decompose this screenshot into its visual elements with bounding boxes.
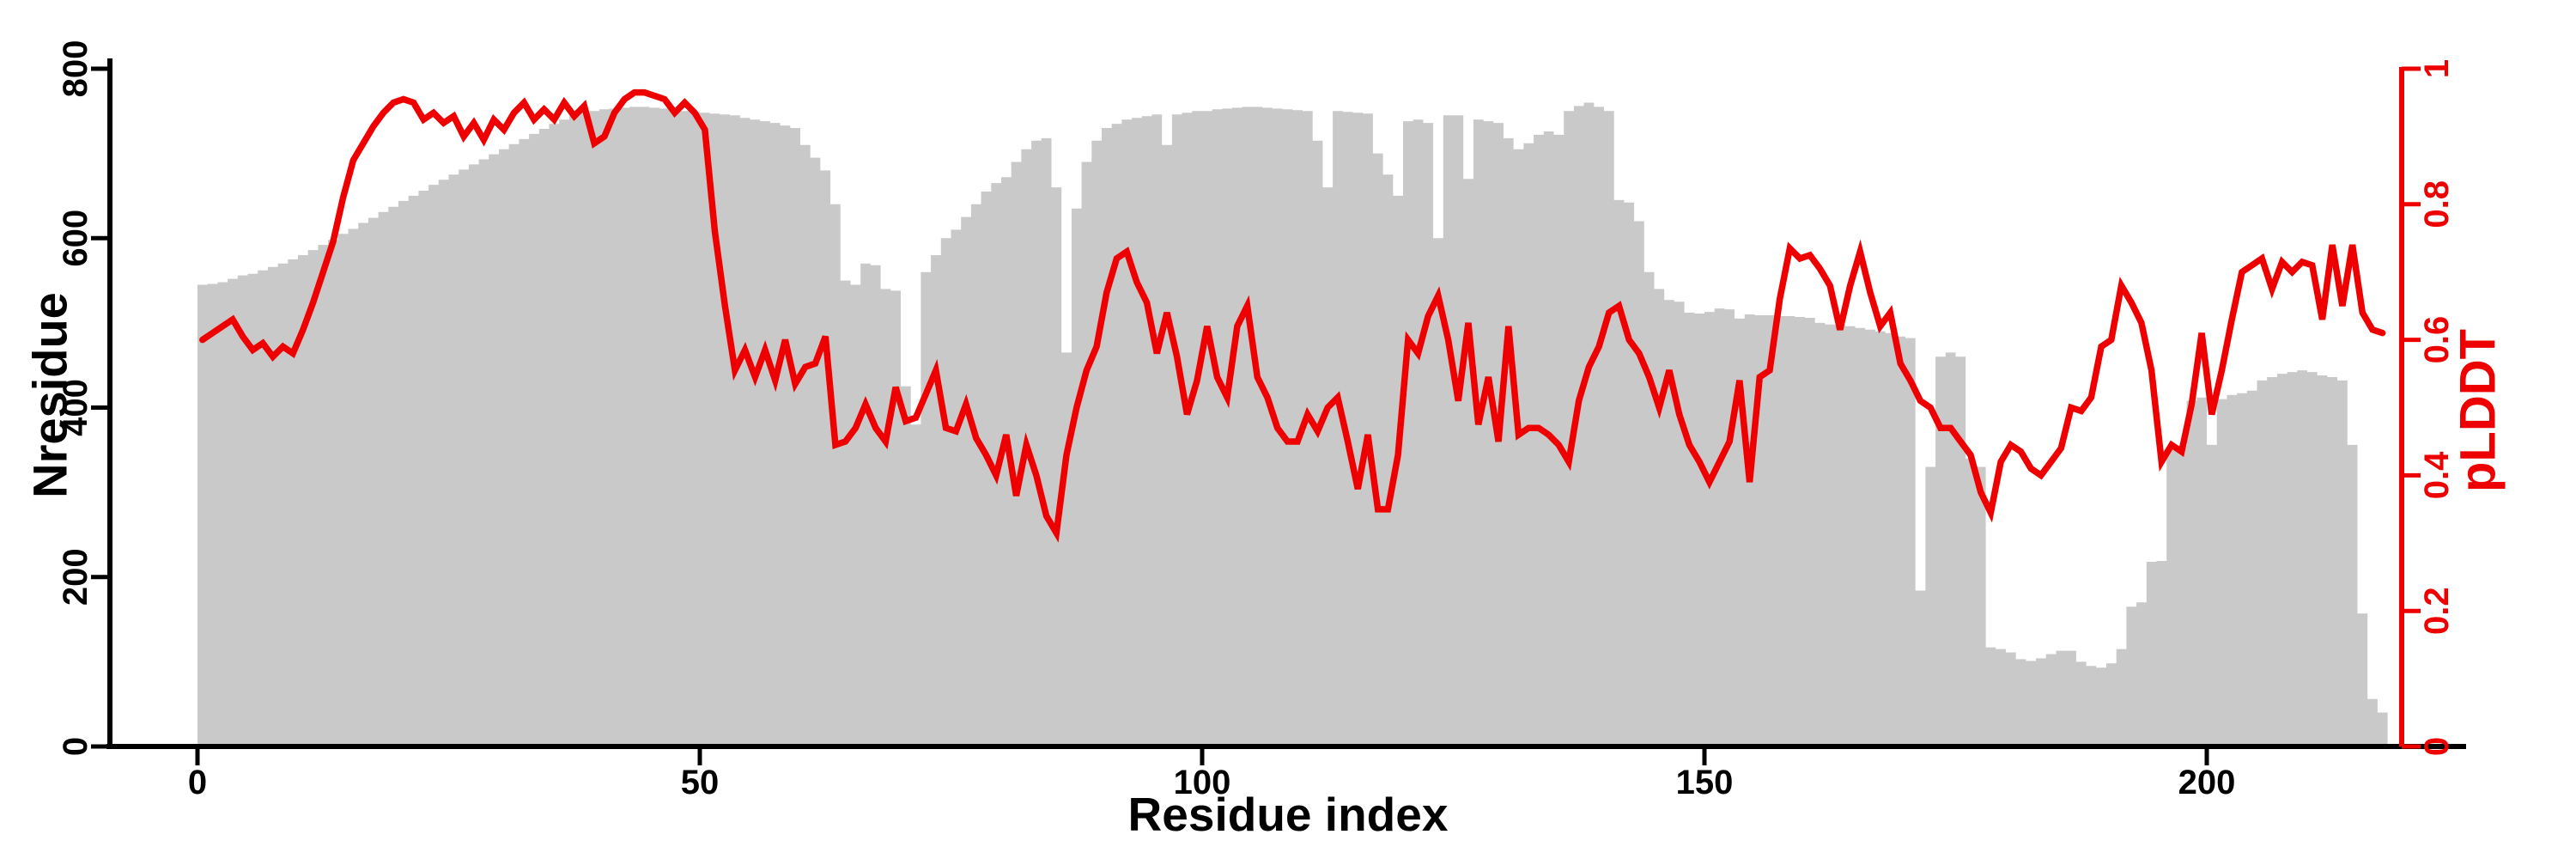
x-axis-title: Residue index bbox=[1127, 788, 1449, 841]
y-left-tick-label: 400 bbox=[57, 379, 94, 436]
y-right-tick-label: 0.2 bbox=[2418, 587, 2456, 635]
y-left-tick-label: 0 bbox=[57, 737, 94, 756]
nresidue-bars bbox=[197, 102, 2388, 746]
y-left-tick-label: 800 bbox=[57, 40, 94, 98]
y-right-tick-label: 0 bbox=[2418, 737, 2456, 756]
y-right-axis-title: pLDDT bbox=[2450, 328, 2506, 493]
y-left-axis-title: Nresidue bbox=[22, 292, 77, 498]
y-left-tick-label: 200 bbox=[57, 548, 94, 606]
x-tick-label: 50 bbox=[681, 764, 720, 801]
y-right-tick-label: 1 bbox=[2418, 59, 2456, 78]
x-tick-label: 150 bbox=[1676, 764, 1734, 801]
plddt-line bbox=[199, 88, 2386, 543]
x-tick-label: 0 bbox=[188, 764, 207, 801]
y-right-tick-label: 0.4 bbox=[2418, 451, 2456, 499]
x-tick-label: 200 bbox=[2178, 764, 2236, 801]
y-left-tick-label: 600 bbox=[57, 210, 94, 267]
y-right-tick-label: 0.6 bbox=[2418, 316, 2456, 364]
y-right-tick-label: 0.8 bbox=[2418, 180, 2456, 228]
x-tick-label: 100 bbox=[1174, 764, 1231, 801]
